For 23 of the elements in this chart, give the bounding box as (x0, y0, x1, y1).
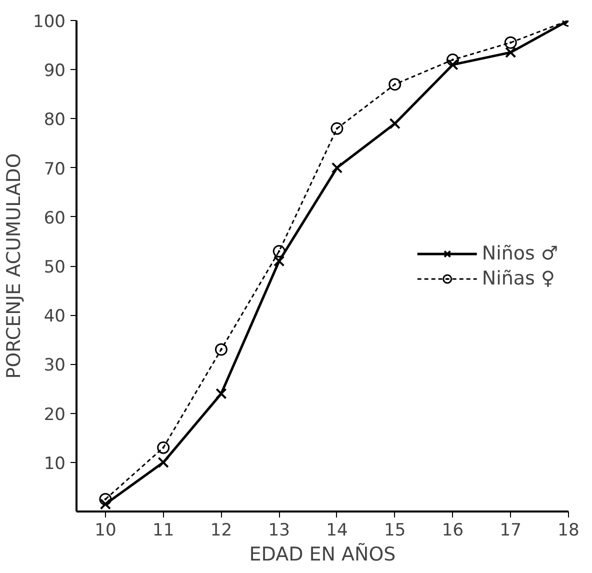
y-tick-label: 70 (44, 159, 66, 180)
x-axis-title: EDAD EN AÑOS (249, 542, 396, 566)
x-tick-label: 13 (268, 520, 290, 540)
legend-label: Niños ♂ (482, 242, 558, 264)
x-tick-label: 12 (210, 520, 232, 540)
y-tick-label: 10 (44, 454, 66, 474)
x-tick-label: 18 (558, 520, 580, 540)
y-tick-label: 60 (44, 208, 66, 228)
x-tick-label: 10 (94, 520, 116, 540)
y-tick-label: 90 (44, 61, 66, 82)
x-tick-label: 15 (384, 520, 406, 540)
y-tick-label: 30 (44, 356, 66, 376)
x-tick-label: 11 (152, 520, 174, 540)
y-axis-title: PORCENJE ACUMULADO (3, 153, 26, 379)
legend-label: Niñas ♀ (482, 267, 555, 289)
y-tick-label: 100 (33, 12, 66, 32)
y-tick-label: 40 (44, 306, 66, 327)
x-tick-label: 16 (442, 520, 464, 540)
y-tick-label: 50 (44, 258, 66, 278)
y-tick-label: 80 (44, 110, 66, 130)
x-tick-label: 14 (326, 520, 348, 540)
x-tick-label: 17 (500, 520, 522, 540)
y-tick-label: 20 (44, 404, 66, 425)
